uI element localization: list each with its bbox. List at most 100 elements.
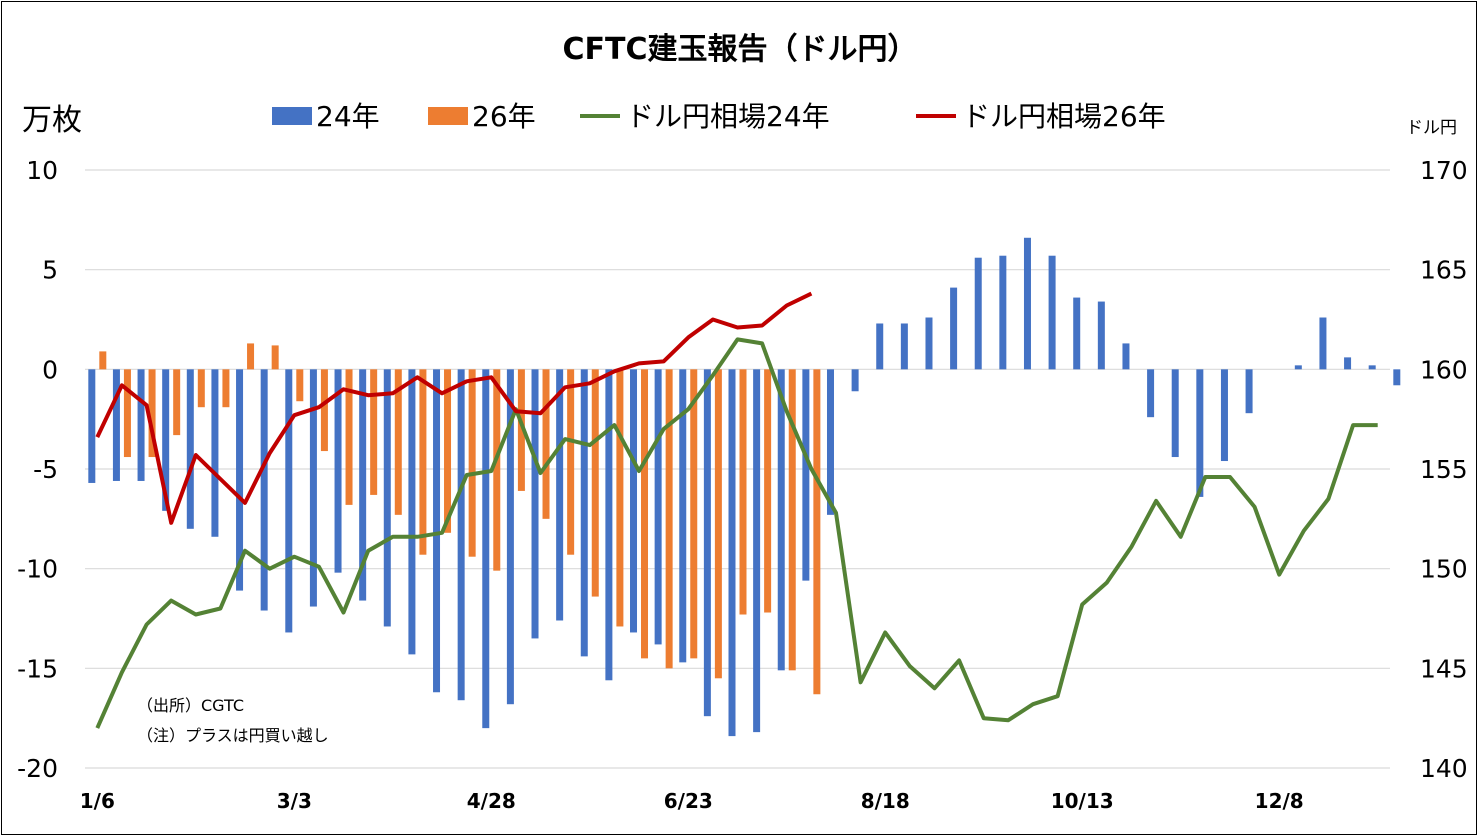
y-right-tick: 165 bbox=[1420, 256, 1468, 285]
bar-24 bbox=[900, 323, 908, 370]
bar-24 bbox=[260, 369, 268, 611]
bar-26 bbox=[739, 369, 747, 615]
note-explanation: （注）プラスは円買い越し bbox=[137, 726, 329, 745]
legend-swatch-26 bbox=[428, 107, 468, 125]
bar-24 bbox=[974, 257, 982, 370]
legend-swatch-24 bbox=[272, 107, 312, 125]
bar-24 bbox=[1147, 369, 1155, 418]
bar-24 bbox=[186, 369, 194, 529]
bar-24 bbox=[88, 369, 96, 483]
bar-26 bbox=[788, 369, 796, 671]
bar-24 bbox=[753, 369, 761, 733]
legend-label-24: 24年 bbox=[316, 100, 380, 133]
y-left-tick: -5 bbox=[33, 455, 58, 484]
bar-24 bbox=[950, 287, 958, 370]
line-fx24 bbox=[95, 337, 1378, 729]
legend-label-26: 26年 bbox=[472, 100, 536, 133]
x-tick: 12/8 bbox=[1255, 789, 1304, 813]
bar-24 bbox=[112, 369, 120, 481]
legend: 24年 26年 ドル円相場24年 ドル円相場26年 bbox=[272, 100, 1166, 133]
bar-26 bbox=[222, 369, 230, 408]
bar-24 bbox=[580, 369, 588, 657]
bar-26 bbox=[542, 369, 550, 519]
bar-26 bbox=[394, 369, 402, 515]
bar-26 bbox=[444, 369, 452, 533]
bar-24 bbox=[137, 369, 145, 481]
gridlines bbox=[85, 169, 1390, 769]
note-source: （出所）CGTC bbox=[137, 696, 244, 715]
x-tick: 6/23 bbox=[664, 789, 713, 813]
bar-26 bbox=[714, 369, 722, 679]
bar-24 bbox=[728, 369, 736, 737]
bar-26 bbox=[296, 369, 304, 402]
x-tick: 3/3 bbox=[277, 789, 312, 813]
bars bbox=[88, 237, 1401, 737]
x-tick: 8/18 bbox=[861, 789, 910, 813]
legend-label-fx24: ドル円相場24年 bbox=[626, 100, 830, 133]
bar-26 bbox=[345, 369, 353, 505]
y-left-tick: 10 bbox=[26, 156, 58, 185]
x-ticks: 1/6 3/3 4/28 6/23 8/18 10/13 12/8 bbox=[80, 789, 1304, 813]
bar-24 bbox=[1220, 369, 1228, 462]
y-left-tick: 5 bbox=[42, 256, 58, 285]
bar-26 bbox=[271, 345, 279, 370]
bar-26 bbox=[567, 369, 575, 555]
bar-24 bbox=[1023, 237, 1031, 370]
bar-24 bbox=[211, 369, 219, 537]
bar-24 bbox=[876, 323, 884, 370]
legend-label-fx26: ドル円相場26年 bbox=[962, 100, 1166, 133]
y-right-tick: 140 bbox=[1420, 754, 1468, 783]
bar-24 bbox=[826, 369, 834, 515]
x-tick: 10/13 bbox=[1051, 789, 1114, 813]
bar-24 bbox=[482, 369, 490, 729]
bar-24 bbox=[1196, 369, 1204, 497]
bar-24 bbox=[1245, 369, 1253, 414]
bar-24 bbox=[359, 369, 367, 601]
bar-24 bbox=[1171, 369, 1179, 458]
bar-26 bbox=[419, 369, 427, 555]
bar-26 bbox=[99, 351, 107, 370]
bar-24 bbox=[777, 369, 785, 671]
bar-26 bbox=[764, 369, 772, 613]
y-right-unit: ドル円 bbox=[1406, 118, 1457, 138]
bar-26 bbox=[320, 369, 328, 452]
bar-26 bbox=[247, 343, 255, 370]
bar-24 bbox=[236, 369, 244, 591]
bar-24 bbox=[802, 369, 810, 581]
y-left-ticks: 10 5 0 -5 -10 -15 -20 bbox=[17, 156, 58, 783]
bar-24 bbox=[851, 369, 859, 392]
bar-26 bbox=[173, 369, 181, 436]
bar-24 bbox=[1073, 297, 1081, 370]
y-right-tick: 145 bbox=[1420, 654, 1468, 683]
bar-24 bbox=[408, 369, 416, 655]
bar-26 bbox=[370, 369, 378, 495]
bar-24 bbox=[1097, 301, 1105, 370]
y-left-tick: -20 bbox=[17, 754, 58, 783]
bar-24 bbox=[162, 369, 170, 511]
bar-24 bbox=[309, 369, 317, 607]
y-left-tick: 0 bbox=[42, 355, 58, 384]
bar-24 bbox=[1294, 365, 1302, 370]
y-left-unit: 万枚 bbox=[22, 103, 82, 138]
bar-24 bbox=[556, 369, 564, 621]
bar-24 bbox=[925, 317, 933, 370]
bar-24 bbox=[630, 369, 638, 633]
bar-24 bbox=[433, 369, 441, 693]
y-left-tick: -10 bbox=[17, 555, 58, 584]
bar-24 bbox=[1048, 255, 1056, 370]
x-tick: 1/6 bbox=[80, 789, 115, 813]
bar-26 bbox=[468, 369, 476, 557]
bar-24 bbox=[334, 369, 342, 573]
lines bbox=[95, 291, 1378, 729]
bar-24 bbox=[1122, 343, 1130, 370]
bar-26 bbox=[591, 369, 599, 597]
x-tick: 4/28 bbox=[467, 789, 516, 813]
bar-24 bbox=[457, 369, 465, 701]
bar-24 bbox=[1368, 365, 1376, 370]
y-left-tick: -15 bbox=[17, 654, 58, 683]
bar-26 bbox=[690, 369, 698, 659]
bar-26 bbox=[123, 369, 131, 458]
bar-24 bbox=[703, 369, 711, 717]
